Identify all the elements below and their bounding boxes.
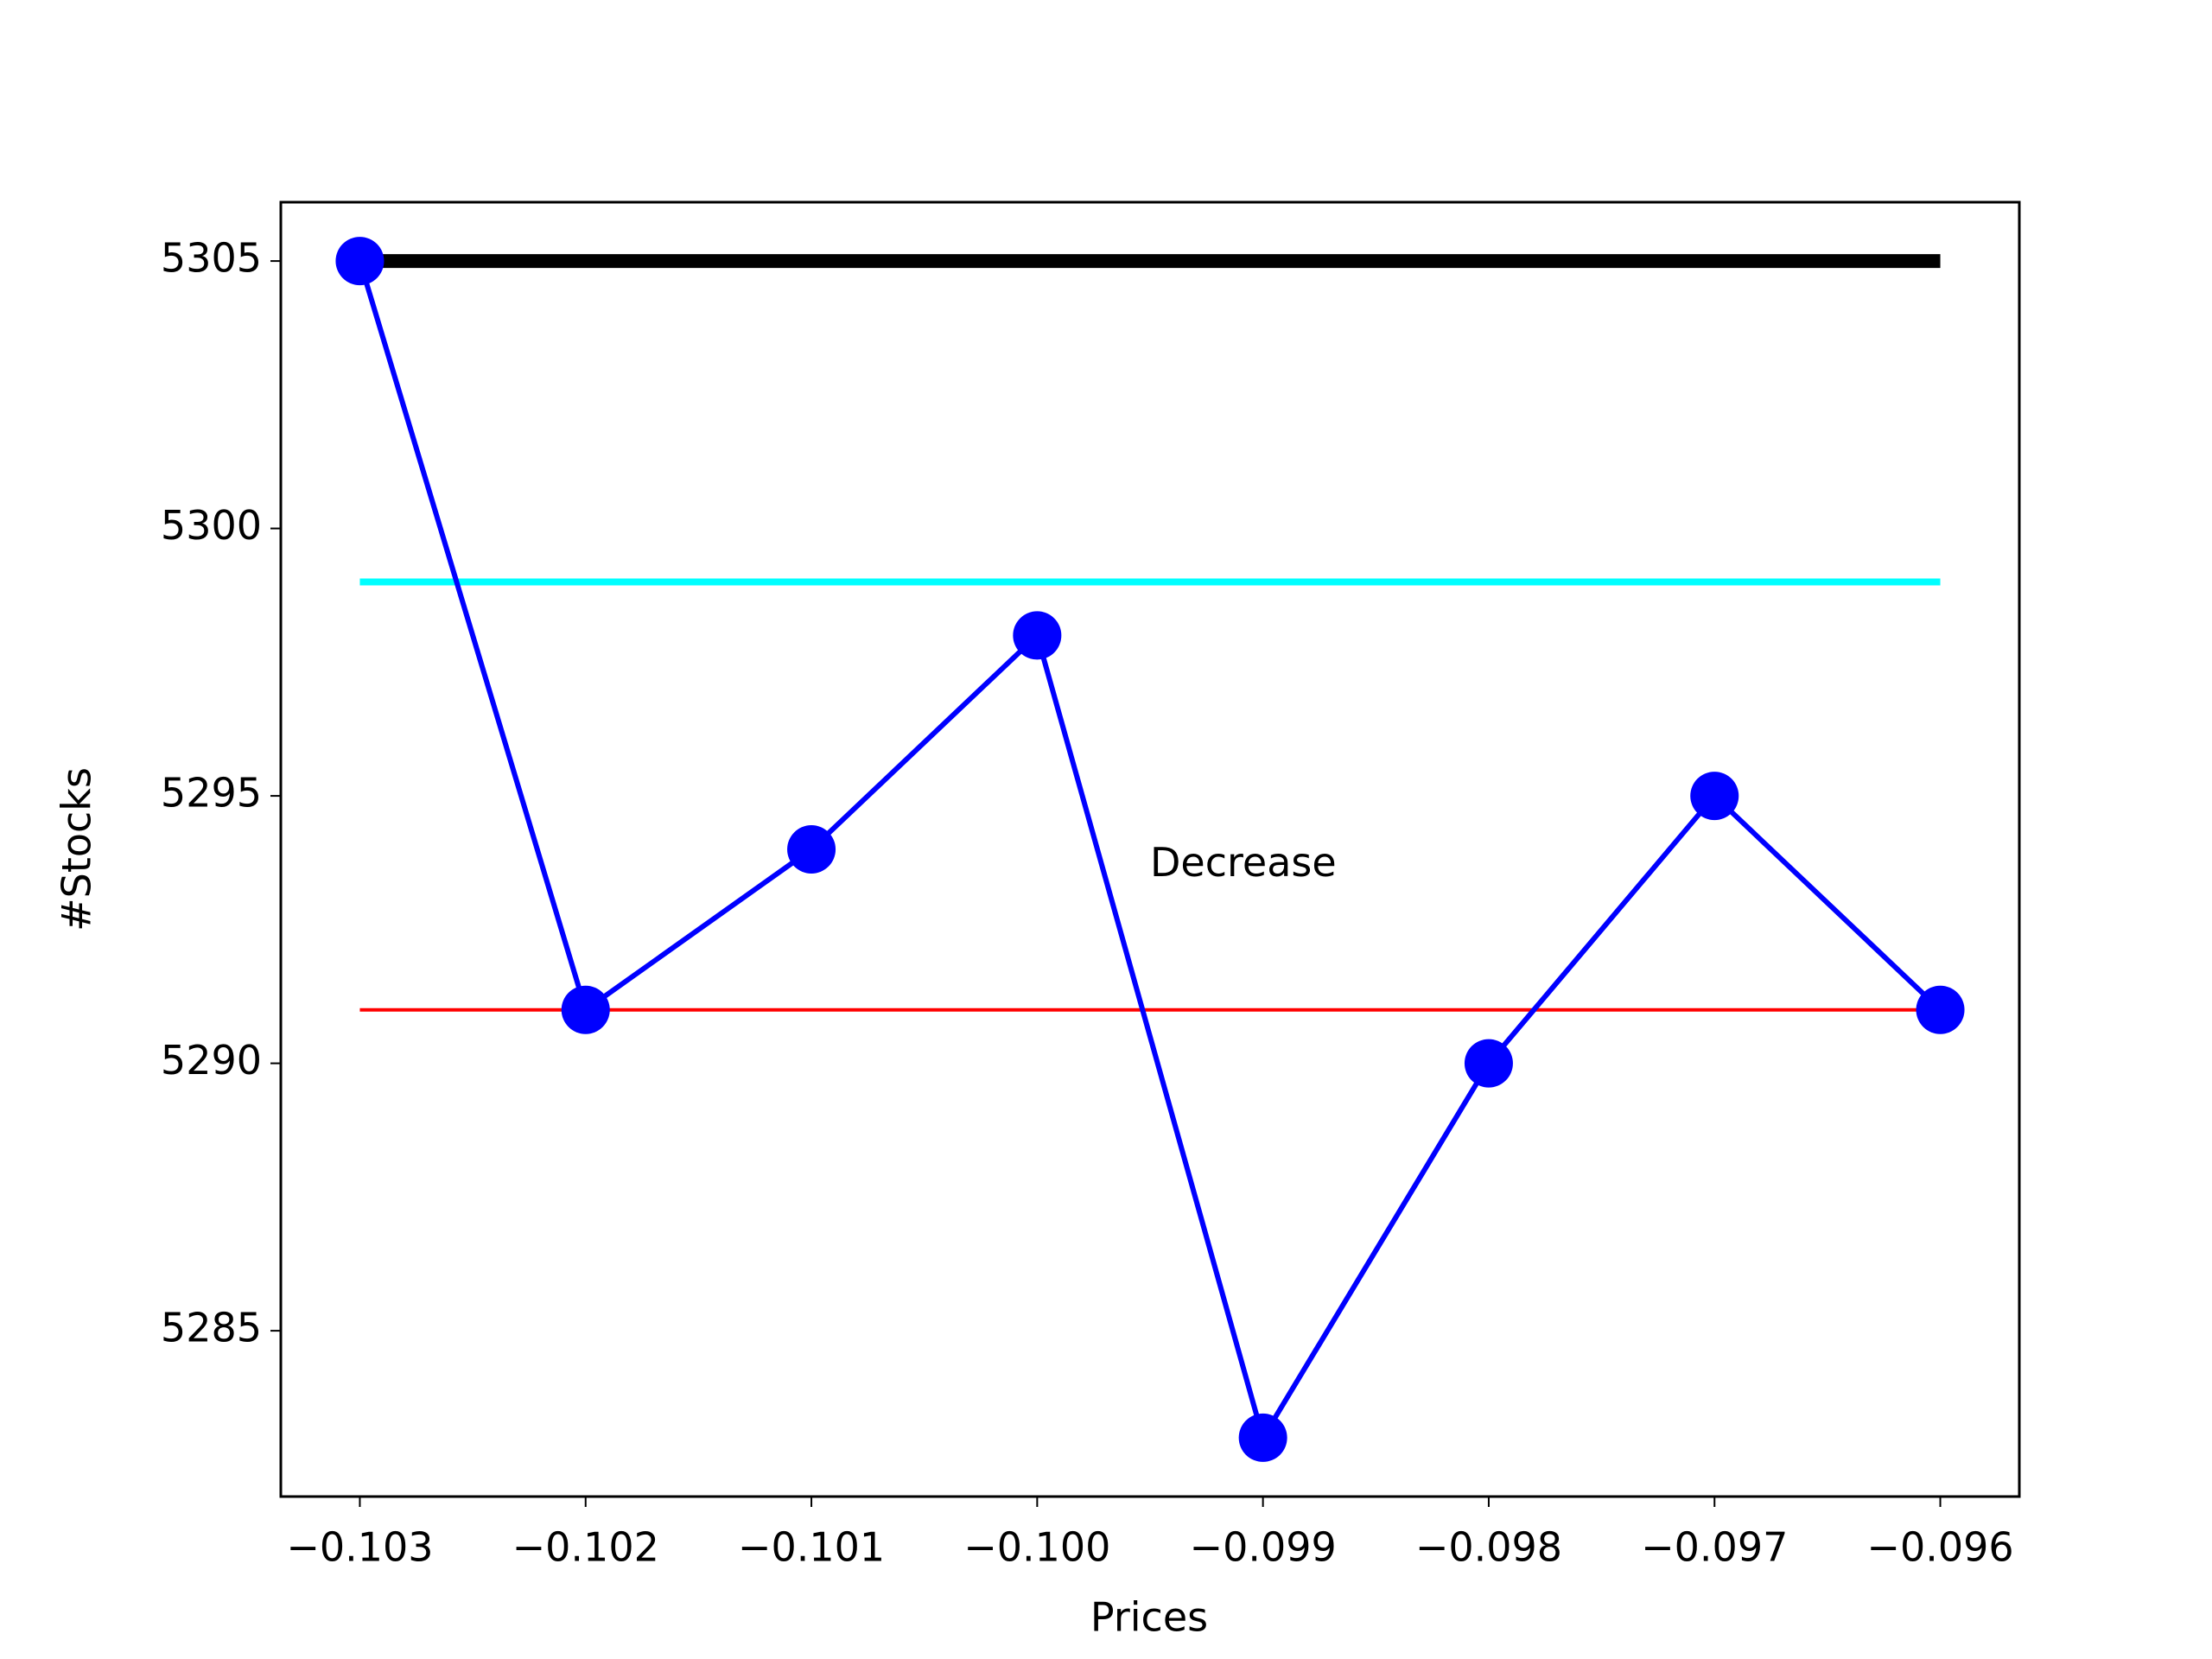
data-point xyxy=(1690,772,1739,821)
x-axis-label: Prices xyxy=(1090,1594,1208,1641)
plot-frame xyxy=(279,200,2021,1498)
data-line xyxy=(357,260,1942,1445)
data-point xyxy=(1464,1039,1513,1088)
x-tick-label: −0.101 xyxy=(738,1524,885,1571)
x-tick-label: −0.099 xyxy=(1190,1524,1337,1571)
data-point xyxy=(561,985,610,1034)
data-point xyxy=(787,825,836,874)
y-tick-label: 5285 xyxy=(161,1305,262,1351)
x-tick-label: −0.103 xyxy=(286,1524,433,1571)
data-point xyxy=(1916,985,1965,1034)
x-tick-label: −0.097 xyxy=(1641,1524,1788,1571)
y-axis-label: #Stocks xyxy=(54,767,100,931)
data-point xyxy=(335,237,385,286)
x-tick-label: −0.102 xyxy=(512,1524,659,1571)
x-tick-label: −0.098 xyxy=(1415,1524,1562,1571)
x-tick-label: −0.096 xyxy=(1866,1524,2013,1571)
y-tick-label: 5290 xyxy=(161,1037,262,1084)
x-tick-label: −0.100 xyxy=(963,1524,1110,1571)
y-tick-label: 5295 xyxy=(161,770,262,817)
y-tick-label: 5300 xyxy=(161,502,262,549)
y-tick-label: 5305 xyxy=(161,235,262,282)
data-point xyxy=(1238,1413,1287,1462)
annotation: Decrease xyxy=(1150,839,1337,886)
data-point xyxy=(1013,611,1062,660)
